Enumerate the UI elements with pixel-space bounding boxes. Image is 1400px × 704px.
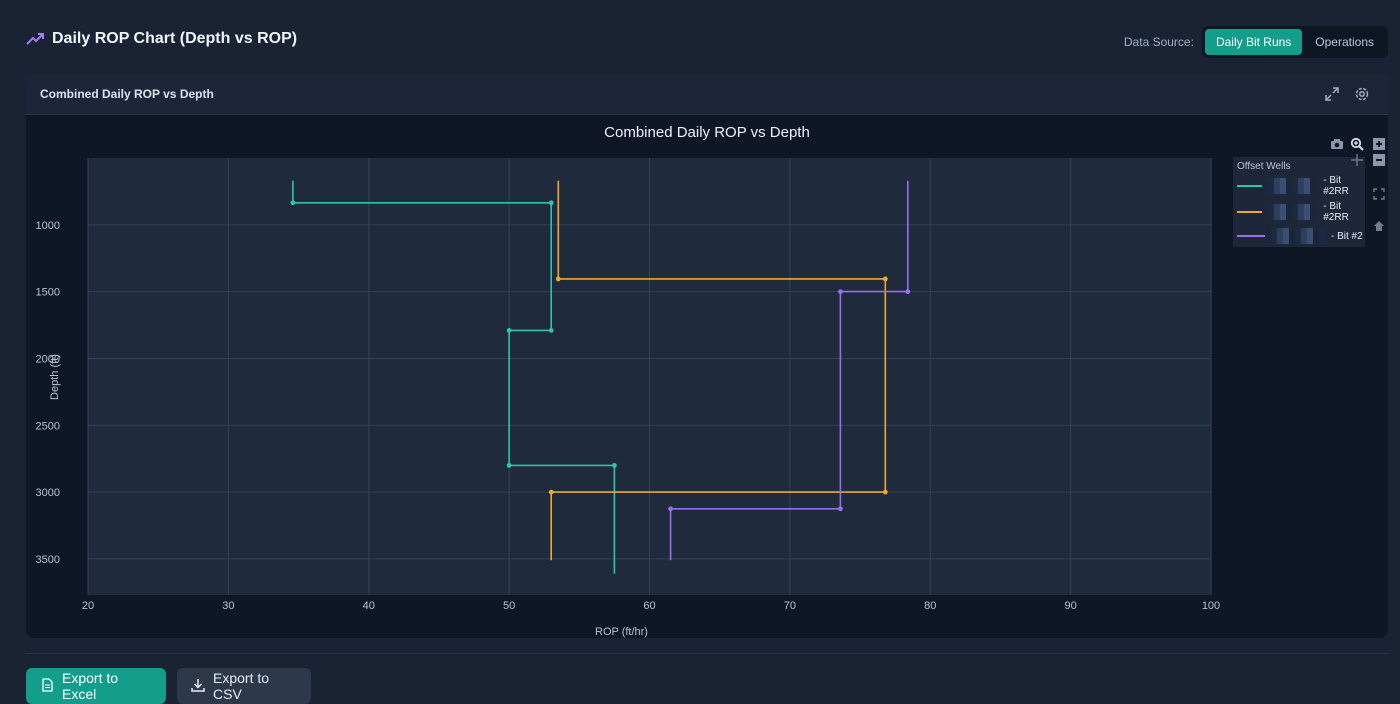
data-point-1	[506, 327, 512, 333]
zoom-out-icon[interactable]	[1372, 153, 1386, 167]
y-tick-label: 2500	[36, 420, 60, 432]
zoom-in-icon[interactable]	[1372, 137, 1386, 151]
x-tick-label: 60	[643, 600, 655, 612]
camera-icon[interactable]	[1330, 137, 1344, 151]
data-point-1	[548, 327, 554, 333]
chart-title: Combined Daily ROP vs Depth	[604, 124, 810, 141]
data-point-2	[548, 489, 554, 495]
redacted-well-name	[1268, 178, 1318, 194]
x-tick-label: 80	[924, 600, 936, 612]
plot-area: 20 30 40 50 60 70 80 90 100 1000 1500 2000 2500 3000 3…	[26, 115, 1388, 638]
y-tick-label: 2000	[36, 353, 60, 365]
x-tick-label: 50	[503, 600, 515, 612]
legend-label: - Bit #2RR	[1323, 201, 1349, 223]
data-point-3	[838, 289, 843, 295]
download-icon	[191, 678, 205, 695]
data-point-3	[905, 289, 911, 295]
chart-card: Combined Daily ROP vs Depth 20 30 40 50 60 70…	[26, 75, 1388, 638]
export-excel-label: Export to Excel	[62, 670, 119, 702]
redacted-well-name	[1271, 228, 1325, 244]
chart-modebar	[1326, 137, 1386, 277]
redacted-well-name	[1268, 204, 1318, 220]
y-tick-label: 1000	[36, 220, 60, 232]
card-actions	[1324, 86, 1370, 102]
pan-icon[interactable]	[1350, 153, 1364, 167]
rop-depth-chart[interactable]: 20 30 40 50 60 70 80 90 100 1000 1500 2000 2500 3000 3…	[26, 115, 1388, 638]
y-tick-label: 1500	[36, 287, 60, 299]
export-excel-button[interactable]: Export to Excel	[26, 668, 166, 704]
data-point-2	[882, 489, 888, 495]
data-source-toggle: Daily Bit Runs Operations	[1201, 26, 1388, 58]
x-tick-label: 30	[222, 600, 234, 612]
y-tick-label: 3000	[36, 487, 60, 499]
chart-legend: Offset Wells - Bit #2RR - Bit #2RR - Bit…	[1233, 157, 1365, 247]
data-point-1	[290, 200, 296, 206]
legend-swatch	[1237, 211, 1263, 213]
zoom-icon[interactable]	[1350, 137, 1364, 151]
x-tick-label: 90	[1065, 600, 1077, 612]
x-tick-label: 20	[82, 600, 94, 612]
toggle-operations[interactable]: Operations	[1315, 35, 1374, 49]
export-csv-label: Export to CSV	[213, 670, 270, 702]
home-icon[interactable]	[1372, 219, 1386, 233]
data-point-2	[882, 276, 888, 282]
data-source-switcher: Data Source: Daily Bit Runs Operations	[1124, 26, 1388, 58]
expand-icon[interactable]	[1324, 86, 1340, 102]
x-tick-label: 70	[784, 600, 796, 612]
data-point-1	[506, 462, 512, 468]
section-divider	[26, 653, 1388, 654]
series-line-1	[292, 180, 616, 574]
autoscale-icon[interactable]	[1372, 187, 1386, 201]
page-header: Daily ROP Chart (Depth vs ROP) Data Sour…	[0, 0, 1400, 74]
file-spreadsheet-icon	[40, 677, 54, 695]
data-point-1	[612, 462, 617, 468]
card-header: Combined Daily ROP vs Depth	[26, 75, 1388, 115]
page-title: Daily ROP Chart (Depth vs ROP)	[52, 30, 298, 47]
legend-item[interactable]: - Bit #2RR	[1237, 201, 1365, 223]
legend-item[interactable]: - Bit #2	[1237, 228, 1363, 244]
card-title: Combined Daily ROP vs Depth	[40, 87, 214, 101]
series-line-3	[669, 180, 909, 561]
data-source-label: Data Source:	[1123, 35, 1194, 49]
legend-swatch	[1237, 235, 1265, 237]
x-axis-label: ROP (ft/hr)	[595, 626, 648, 638]
y-axis-label: Depth (ft)	[49, 354, 61, 400]
export-csv-button[interactable]: Export to CSV	[177, 668, 311, 704]
x-tick-label: 40	[363, 600, 375, 612]
data-point-3	[838, 506, 843, 512]
legend-label: - Bit #2	[1331, 230, 1363, 242]
y-tick-label: 3500	[36, 554, 60, 566]
title-group: Daily ROP Chart (Depth vs ROP)	[26, 30, 297, 48]
legend-item[interactable]: - Bit #2RR	[1237, 175, 1365, 197]
gear-icon[interactable]	[1354, 86, 1370, 102]
data-point-2	[555, 276, 561, 282]
series-line-2	[550, 180, 887, 561]
legend-title: Offset Wells	[1237, 161, 1291, 172]
legend-label: - Bit #2RR	[1323, 175, 1349, 197]
legend-swatch	[1237, 185, 1263, 187]
toggle-daily-bit-runs[interactable]: Daily Bit Runs	[1204, 29, 1303, 55]
data-point-1	[548, 200, 554, 206]
trending-up-icon	[26, 30, 44, 48]
data-point-3	[668, 506, 673, 512]
x-tick-label: 100	[1202, 600, 1220, 612]
